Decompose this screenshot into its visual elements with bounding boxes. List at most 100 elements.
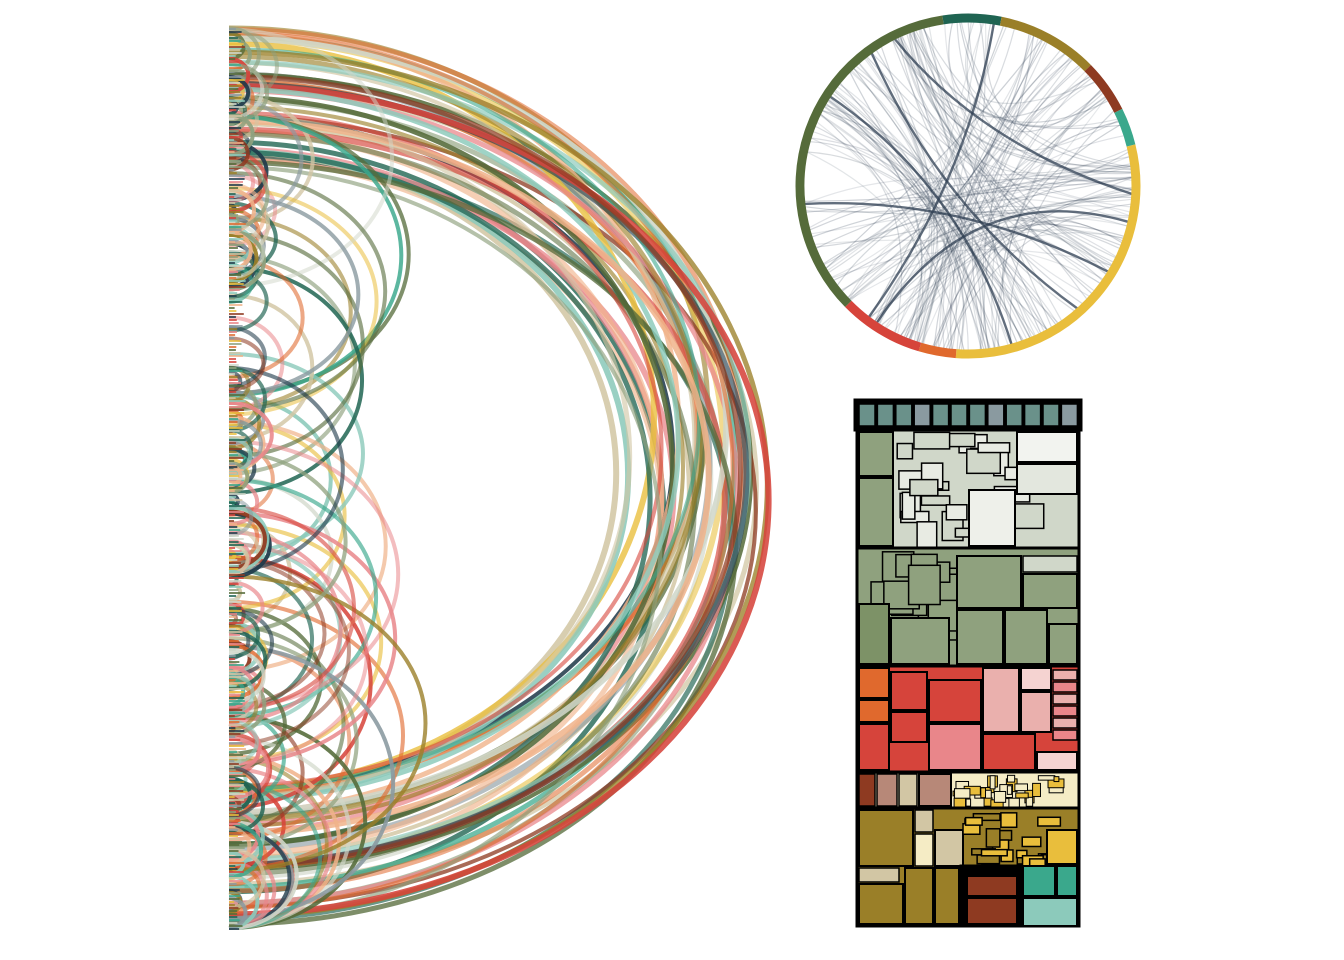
header-cell bbox=[950, 403, 968, 427]
chord-line bbox=[1009, 110, 1115, 345]
spine-tick bbox=[229, 202, 236, 204]
treemap-cell bbox=[858, 867, 900, 883]
spine-tick bbox=[229, 322, 239, 324]
spine-tick bbox=[229, 895, 240, 897]
spine-tick bbox=[229, 43, 244, 45]
chord-line bbox=[822, 110, 1057, 325]
treemap-cell bbox=[909, 478, 939, 497]
ring-segment-brick-red bbox=[845, 300, 922, 352]
spine-tick bbox=[229, 739, 241, 741]
small-arc bbox=[228, 56, 251, 94]
chord-line bbox=[871, 52, 1088, 300]
spine-tick bbox=[229, 256, 238, 258]
spine-tick bbox=[229, 472, 237, 474]
spine-tick bbox=[229, 754, 243, 756]
spine-tick bbox=[229, 355, 243, 357]
spine-tick bbox=[229, 187, 239, 189]
spine-tick bbox=[229, 538, 244, 540]
chord-line bbox=[922, 27, 1104, 127]
spine-tick bbox=[229, 508, 242, 510]
spine-tick bbox=[229, 673, 245, 675]
spine-tick bbox=[229, 238, 244, 240]
spine-tick bbox=[229, 823, 241, 825]
chord-line bbox=[847, 58, 1073, 298]
spine-tick bbox=[229, 760, 235, 762]
treemap-cell bbox=[901, 491, 916, 520]
spine-tick bbox=[229, 304, 243, 306]
spine-tick bbox=[229, 667, 245, 669]
spine-tick bbox=[229, 781, 245, 783]
spine-tick bbox=[229, 526, 238, 528]
chord-line bbox=[810, 141, 996, 348]
spine-tick bbox=[229, 529, 241, 531]
treemap-cell bbox=[928, 679, 982, 723]
spine-tick bbox=[229, 352, 241, 354]
treemap-cell bbox=[1004, 609, 1048, 665]
spine-tick bbox=[229, 451, 237, 453]
treemap-cell bbox=[1020, 691, 1052, 733]
spine-tick bbox=[229, 79, 245, 81]
spine-tick bbox=[229, 784, 244, 786]
medium-arc bbox=[228, 623, 346, 825]
spine-tick bbox=[229, 757, 246, 759]
chord-line bbox=[945, 203, 1132, 349]
spine-tick bbox=[229, 700, 245, 702]
spine-tick bbox=[229, 874, 235, 876]
spine-tick bbox=[229, 283, 244, 285]
spine-tick bbox=[229, 169, 235, 171]
spine-tick bbox=[229, 217, 237, 219]
header-cell bbox=[858, 403, 876, 427]
chord-line bbox=[828, 99, 964, 350]
spine-tick bbox=[229, 334, 236, 336]
spine-tick bbox=[229, 37, 238, 39]
spine-tick bbox=[229, 913, 238, 915]
spine-tick bbox=[229, 862, 245, 864]
chord-line bbox=[825, 205, 1128, 269]
spine-tick bbox=[229, 133, 238, 135]
large-arc bbox=[228, 128, 665, 858]
chord-diagram bbox=[795, 13, 1141, 359]
chord-line bbox=[897, 37, 1132, 171]
chord-line bbox=[915, 30, 1053, 328]
chord-line bbox=[896, 37, 1101, 284]
small-arc bbox=[228, 610, 261, 659]
chord-line bbox=[804, 202, 1109, 273]
treemap-cell bbox=[904, 867, 934, 925]
spine-tick bbox=[229, 148, 237, 150]
medium-arc bbox=[228, 171, 388, 412]
spine-tick bbox=[229, 418, 239, 420]
treemap-cell bbox=[1052, 717, 1078, 729]
spine-tick bbox=[229, 175, 246, 177]
chord-line bbox=[810, 137, 1059, 324]
spine-tick bbox=[229, 280, 246, 282]
spine-tick bbox=[229, 214, 239, 216]
chord-line bbox=[900, 36, 1129, 174]
spine-tick bbox=[229, 328, 238, 330]
spine-tick bbox=[229, 262, 235, 264]
header-cell bbox=[1042, 403, 1060, 427]
spine-tick bbox=[229, 544, 244, 546]
spine-tick bbox=[229, 199, 242, 201]
spine-tick bbox=[229, 58, 236, 60]
chord-ring bbox=[795, 13, 1141, 359]
chord-line bbox=[811, 176, 1132, 238]
spine-tick bbox=[229, 382, 242, 384]
chord-line bbox=[823, 213, 1120, 265]
spine-tick bbox=[229, 541, 239, 543]
spine-tick bbox=[229, 289, 240, 291]
spine-tick bbox=[229, 613, 237, 615]
spine-tick bbox=[229, 796, 235, 798]
spine-tick bbox=[229, 547, 236, 549]
spine-tick bbox=[229, 121, 240, 123]
spine-tick bbox=[229, 724, 242, 726]
chord-line bbox=[833, 33, 1030, 281]
treemap-cell bbox=[858, 723, 890, 771]
treemap-cell bbox=[890, 711, 928, 743]
medium-arc bbox=[228, 541, 369, 766]
chord-line bbox=[913, 98, 1108, 342]
spine-tick bbox=[229, 775, 246, 777]
chord-line bbox=[865, 57, 990, 349]
ring-segment-rust bbox=[1084, 64, 1123, 113]
medium-arc bbox=[228, 113, 404, 397]
spine-tick bbox=[229, 430, 240, 432]
